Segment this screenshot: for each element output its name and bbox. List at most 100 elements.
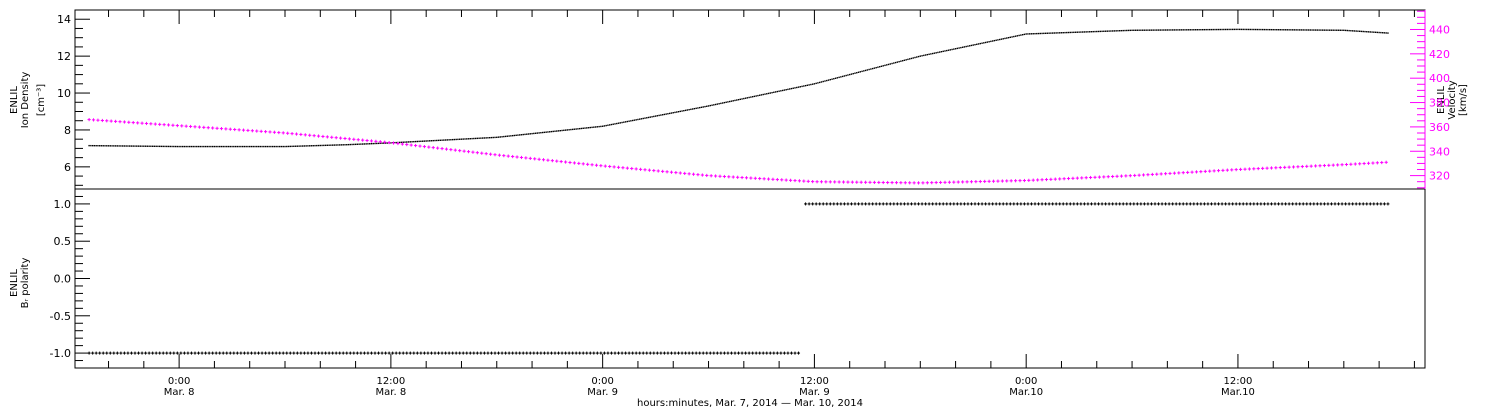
ion-density-point — [755, 95, 757, 97]
ion-density-point — [857, 71, 860, 73]
ion-density-point — [1306, 29, 1308, 31]
ion-density-point — [1029, 33, 1031, 35]
ion-density-point — [316, 144, 318, 147]
ion-density-point — [504, 135, 507, 138]
ion-density-point — [730, 100, 733, 102]
ion-density-point — [261, 145, 263, 148]
ion-density-point — [953, 48, 955, 50]
ion-density-point — [579, 127, 581, 130]
ion-density-point — [1297, 29, 1299, 31]
ion-density-point — [356, 143, 359, 145]
ion-density-series — [88, 28, 1389, 148]
ion-density-point — [1226, 28, 1229, 31]
ion-density-point — [489, 136, 491, 139]
ion-density-point — [1064, 31, 1066, 34]
ion-density-point — [1299, 29, 1301, 31]
ion-density-point — [1156, 29, 1158, 31]
ion-density-point — [271, 145, 274, 148]
ion-density-point — [1194, 29, 1197, 31]
ion-density-point — [836, 77, 839, 79]
ion-density-point — [481, 137, 484, 139]
ion-density-point — [930, 53, 932, 55]
ion-density-point — [462, 138, 464, 140]
ion-density-point — [1171, 29, 1174, 31]
ion-density-point — [439, 139, 441, 141]
ion-density-point — [451, 138, 454, 141]
ion-density-point — [1290, 29, 1292, 31]
ion-density-point — [377, 142, 380, 145]
ion-density-point — [1346, 29, 1349, 32]
ion-density-point — [910, 57, 913, 60]
ion-density-point — [1037, 32, 1040, 35]
ion-density-point — [961, 46, 964, 48]
ion-density-point — [1269, 28, 1271, 31]
ion-density-point — [979, 42, 981, 45]
ion-density-point — [935, 52, 937, 54]
ion-density-point — [794, 87, 796, 89]
ion-density-point — [704, 105, 706, 108]
ion-density-point — [517, 134, 519, 136]
ion-density-point — [365, 143, 367, 145]
ion-density-point — [972, 44, 974, 46]
ion-density-point — [1145, 29, 1147, 31]
ion-density-point — [709, 104, 711, 107]
x-tick-time-label: 12:00 — [800, 376, 829, 387]
ion-density-point — [351, 143, 353, 146]
ylabel-right-line2: Velocity — [1447, 80, 1458, 119]
ion-density-point — [369, 143, 371, 145]
ion-density-point — [695, 107, 697, 110]
ion-density-point — [181, 145, 184, 148]
axis-ticks — [75, 9, 1426, 368]
ion-density-point — [684, 109, 687, 112]
ion-density-point — [1320, 29, 1322, 31]
ion-density-point — [725, 101, 727, 103]
ion-density-point — [723, 101, 726, 104]
ion-density-point — [718, 103, 720, 105]
ion-density-point — [203, 145, 205, 148]
ion-density-point — [1074, 31, 1077, 33]
ion-density-point — [441, 139, 443, 141]
ion-density-point — [317, 144, 320, 147]
ion-density-point — [1337, 29, 1340, 31]
ion-density-point — [1147, 29, 1149, 31]
ion-density-point — [1066, 31, 1068, 34]
ion-density-point — [748, 96, 750, 99]
ion-density-point — [1164, 29, 1167, 31]
ion-density-point — [1339, 29, 1341, 31]
ion-density-point — [912, 57, 914, 59]
ion-density-point — [617, 122, 620, 124]
ion-density-point — [1313, 29, 1315, 31]
ion-density-point — [776, 90, 779, 93]
ion-density-point — [400, 141, 403, 144]
ion-density-point — [654, 115, 657, 117]
ion-density-point — [1020, 34, 1022, 36]
ion-density-point — [1021, 34, 1024, 36]
ion-density-point — [524, 133, 526, 136]
ion-density-point — [277, 145, 279, 148]
ion-density-point — [326, 144, 329, 146]
ion-density-point — [813, 83, 816, 85]
ion-density-point — [367, 143, 369, 145]
ion-density-point — [1016, 35, 1019, 37]
ion-density-point — [460, 138, 463, 140]
ion-density-point — [1055, 32, 1057, 34]
ion-density-point — [1207, 28, 1209, 31]
ion-density-point — [1302, 29, 1304, 31]
ion-density-point — [774, 91, 777, 93]
ion-density-point — [1332, 29, 1334, 31]
ion-density-point — [1030, 33, 1033, 35]
ion-density-point — [833, 78, 835, 80]
ion-density-point — [790, 87, 793, 90]
ion-density-point — [767, 92, 770, 95]
ion-density-point — [942, 50, 944, 53]
ion-density-point — [1044, 32, 1047, 35]
ion-density-point — [1260, 28, 1262, 31]
ion-density-point — [416, 140, 419, 143]
ion-density-point — [986, 41, 989, 43]
ion-density-point — [1189, 29, 1191, 31]
ion-density-point — [1344, 29, 1347, 32]
ion-density-point — [1080, 31, 1082, 33]
ion-density-point — [1006, 37, 1008, 39]
ion-density-point — [1325, 29, 1327, 31]
ion-density-point — [1043, 32, 1045, 35]
